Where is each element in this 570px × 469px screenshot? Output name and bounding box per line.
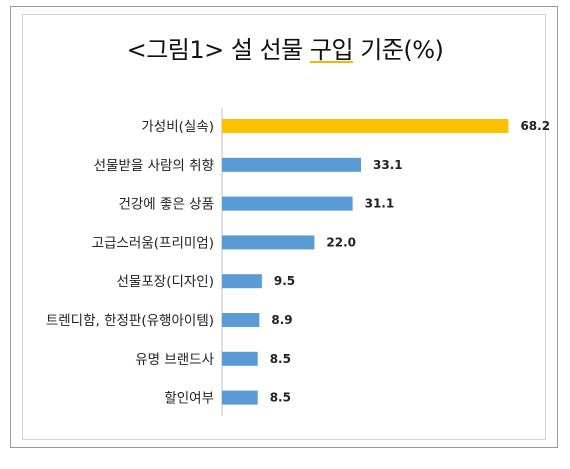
value-label: 22.0 xyxy=(326,235,356,249)
chart-area xyxy=(22,14,546,440)
value-label: 8.9 xyxy=(271,313,292,327)
value-label: 31.1 xyxy=(365,197,395,211)
chart-title-part-3: 기준(%) xyxy=(353,36,444,64)
bars-group: 가성비(실속) 68.2 선물받을 사람의 취향 33.1 건강에 좋은 상품 31.1 고… xyxy=(46,119,550,407)
bar xyxy=(222,196,353,211)
bar xyxy=(222,351,258,366)
chart-title-part-1: <그림1> 설 선물 xyxy=(126,36,310,64)
category-label: 건강에 좋은 상품 xyxy=(118,197,214,213)
bar xyxy=(222,390,258,405)
value-label: 33.1 xyxy=(373,158,403,172)
bar xyxy=(222,313,260,327)
category-label: 할인여부 xyxy=(164,391,214,407)
chart-title: <그림1> 설 선물 구입 기준(%) xyxy=(0,30,570,65)
category-label: 가성비(실속) xyxy=(141,119,214,135)
bar xyxy=(222,157,362,172)
category-label: 선물포장(디자인) xyxy=(117,274,214,290)
category-label: 유명 브랜드사 xyxy=(135,352,214,368)
bar xyxy=(222,119,509,133)
chart-title-highlight: 구입 xyxy=(309,36,354,64)
value-label: 8.5 xyxy=(270,352,291,366)
category-label: 고급스러움(프리미엄) xyxy=(92,235,214,251)
outer-frame xyxy=(10,6,558,448)
bar xyxy=(222,274,262,289)
category-label: 트렌디함, 한정판(유행아이템) xyxy=(46,313,214,329)
bar xyxy=(222,235,315,250)
value-label: 68.2 xyxy=(520,119,550,133)
value-label: 8.5 xyxy=(270,391,291,405)
category-label: 선물받을 사람의 취향 xyxy=(94,158,214,174)
value-label: 9.5 xyxy=(274,274,295,288)
